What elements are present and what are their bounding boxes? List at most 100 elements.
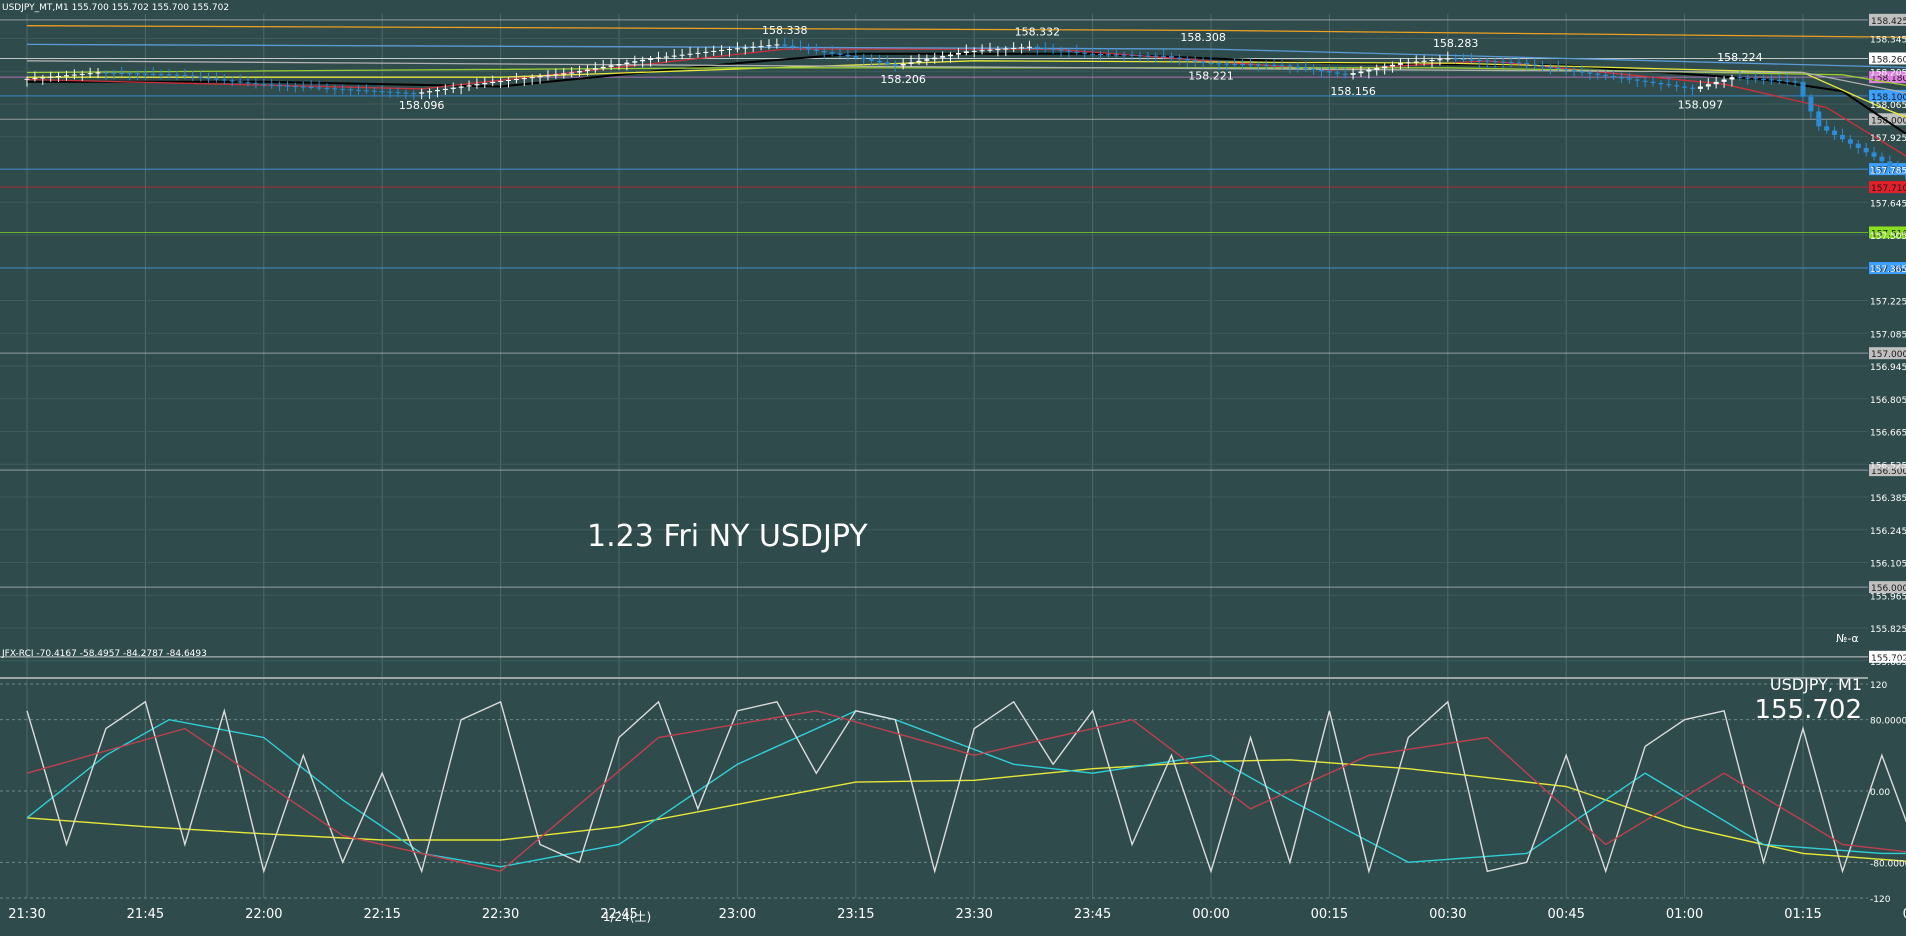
y-tick-label: 156.245 bbox=[1870, 527, 1906, 537]
candle-body bbox=[553, 74, 559, 76]
candle-body bbox=[79, 73, 85, 75]
candle-body bbox=[1358, 71, 1364, 74]
y-tick-label: 155.685 bbox=[1870, 658, 1906, 668]
candle-body bbox=[971, 50, 977, 52]
price-annotation: 158.206 bbox=[880, 73, 926, 86]
x-tick-label: 01:00 bbox=[1666, 907, 1703, 922]
moving-average-line bbox=[26, 43, 1906, 69]
candle-body bbox=[269, 84, 275, 86]
candle-body bbox=[537, 76, 543, 78]
candle-body bbox=[142, 73, 148, 75]
candle-body bbox=[340, 88, 346, 90]
candle-body bbox=[521, 78, 527, 80]
x-tick-label: 23:45 bbox=[1074, 907, 1111, 922]
candle-body bbox=[1192, 60, 1198, 62]
candle-body bbox=[1547, 66, 1553, 68]
candle-body bbox=[608, 65, 614, 67]
candle-body bbox=[158, 74, 164, 76]
candle-body bbox=[1113, 54, 1119, 56]
candle-body bbox=[103, 72, 109, 74]
candle-body bbox=[1674, 85, 1680, 87]
price-annotation: 158.097 bbox=[1678, 99, 1724, 112]
candle-body bbox=[32, 78, 38, 80]
candle-body bbox=[750, 46, 756, 48]
candle-body bbox=[40, 77, 46, 79]
candle-body bbox=[640, 59, 646, 62]
x-tick-label: 01:30 bbox=[1903, 907, 1906, 922]
y-tick-label: 157.925 bbox=[1870, 134, 1906, 144]
candle-body bbox=[766, 45, 772, 47]
x-tick-label: 00:45 bbox=[1547, 907, 1584, 922]
candle-body bbox=[711, 50, 717, 52]
y-tick-label: 156.665 bbox=[1870, 429, 1906, 439]
candle-body bbox=[1216, 63, 1222, 65]
candle-body bbox=[87, 73, 93, 75]
candle-body bbox=[837, 53, 843, 55]
symbol-label: USDJPY, M1 bbox=[1770, 675, 1862, 694]
candle-body bbox=[221, 79, 227, 81]
candle-body bbox=[490, 81, 496, 84]
candle-body bbox=[916, 60, 922, 63]
candle-body bbox=[316, 87, 322, 89]
candle-body bbox=[24, 78, 30, 80]
candle-body bbox=[1232, 63, 1238, 65]
candle-body bbox=[1697, 86, 1703, 89]
candle-body bbox=[387, 91, 393, 93]
moving-average-line bbox=[26, 60, 1906, 94]
candle-body bbox=[1721, 79, 1727, 82]
y-tick-label: 155.825 bbox=[1870, 625, 1906, 635]
candle-body bbox=[1405, 62, 1411, 64]
candle-body bbox=[892, 63, 898, 66]
candle-body bbox=[1666, 84, 1672, 86]
price-tag-box bbox=[1869, 52, 1906, 65]
candle-body bbox=[1350, 73, 1356, 75]
moving-average-line bbox=[26, 67, 1906, 87]
candle-body bbox=[1374, 68, 1380, 70]
candle-body bbox=[1532, 64, 1538, 66]
candle-body bbox=[719, 50, 725, 52]
candle-body bbox=[1319, 70, 1325, 72]
candle-body bbox=[119, 72, 125, 74]
candle-body bbox=[1887, 161, 1893, 167]
candle-body bbox=[1595, 73, 1601, 75]
candle-body bbox=[1650, 81, 1656, 84]
x-tick-label: 01:15 bbox=[1784, 907, 1821, 922]
candle-body bbox=[1611, 75, 1617, 78]
candle-body bbox=[884, 62, 890, 64]
candle-body bbox=[1382, 66, 1388, 69]
candle-body bbox=[474, 84, 480, 86]
candle-body bbox=[1255, 64, 1261, 66]
candle-body bbox=[1571, 70, 1577, 72]
price-annotation: 158.308 bbox=[1180, 31, 1226, 44]
candle-body bbox=[734, 48, 740, 50]
candle-body bbox=[1421, 60, 1427, 62]
rci-tick-label: 80.0000 bbox=[1870, 717, 1906, 727]
candle-body bbox=[63, 75, 69, 77]
price-annotation: 158.221 bbox=[1188, 70, 1234, 83]
candle-body bbox=[308, 86, 314, 88]
candle-body bbox=[48, 76, 54, 78]
candle-body bbox=[1176, 57, 1182, 59]
candle-body bbox=[198, 76, 204, 78]
candle-body bbox=[1776, 80, 1782, 82]
moving-average-line bbox=[27, 52, 1906, 136]
rci-line bbox=[26, 700, 1906, 875]
candle-body bbox=[1540, 65, 1546, 67]
y-tick-label: 157.085 bbox=[1870, 330, 1906, 340]
candle-body bbox=[1832, 130, 1838, 135]
candle-body bbox=[703, 51, 709, 53]
price-tag-label: 156.000 bbox=[1871, 584, 1906, 594]
candle-body bbox=[1334, 72, 1340, 74]
candle-body bbox=[1879, 156, 1885, 162]
candle-body bbox=[261, 84, 267, 86]
candle-body bbox=[356, 89, 362, 91]
candle-body bbox=[569, 72, 575, 74]
candle-body bbox=[1074, 51, 1080, 53]
candle-body bbox=[1129, 54, 1135, 56]
candle-body bbox=[1161, 55, 1167, 57]
y-tick-label: 155.965 bbox=[1870, 592, 1906, 602]
candle-body bbox=[1792, 81, 1798, 83]
candle-body bbox=[1737, 77, 1743, 79]
